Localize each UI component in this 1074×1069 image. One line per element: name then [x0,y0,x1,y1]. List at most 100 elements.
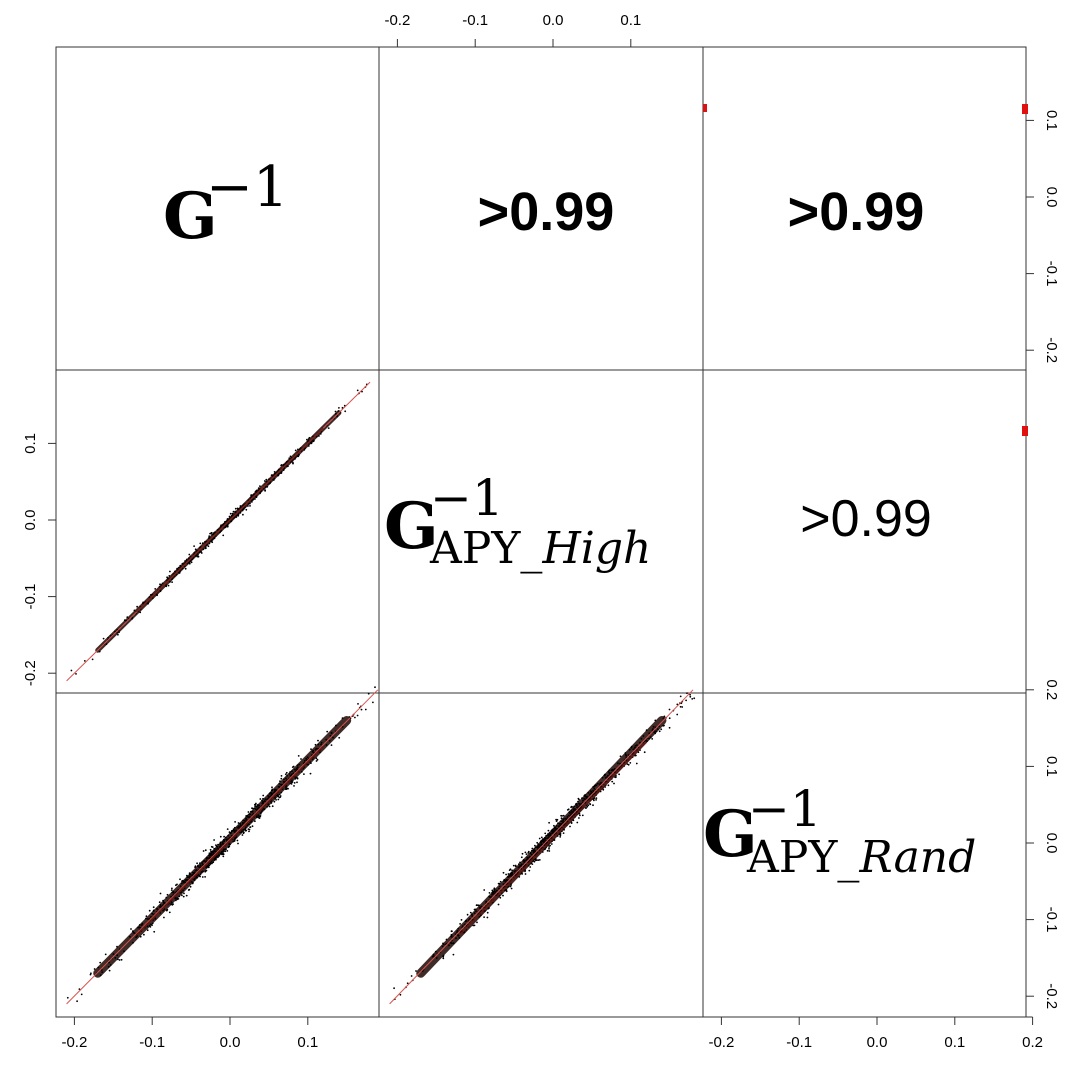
scatter-point [573,805,576,808]
scatter-point [211,533,214,536]
scatter-point [514,870,517,872]
scatter-point [544,832,547,835]
scatter-point [530,853,533,856]
scatter-point [619,755,622,758]
scatter-point [618,773,620,776]
scatter-point [233,838,236,841]
scatter-point [498,887,500,890]
scatter-point [630,745,633,748]
scatter-point [316,758,319,761]
scatter-point [255,495,258,498]
scatter-point [576,806,578,808]
scatter-point [199,873,202,876]
scatter-point [272,479,275,481]
scatter-point [581,814,584,817]
scatter-point [656,728,659,730]
scatter-point [228,831,231,833]
scatter-point [83,660,86,662]
scatter-point [156,594,159,597]
scatter-point [589,793,591,796]
scatter-point [310,442,313,445]
scatter-point [268,482,271,485]
scatter-point [293,768,296,771]
scatter-point [297,455,300,458]
scatter-point [559,834,562,837]
scatter-point [278,793,281,796]
scatter-point [226,828,229,830]
scatter-point [594,784,597,786]
scatter-point [277,786,280,788]
scatter-point [148,924,151,927]
scatter-point [266,485,269,488]
scatter-point [504,889,507,891]
scatter-point [526,856,529,859]
scatter-point [527,852,530,854]
scatter-point [538,837,541,840]
scatter-point [224,850,227,853]
scatter-point [550,843,553,845]
scatter-point [153,930,156,933]
scatter-point [210,852,213,854]
scatter-point [245,826,247,828]
scatter-point [118,631,120,633]
scatter-point [479,914,482,917]
scatter-point [372,701,374,704]
scatter-core [135,427,325,613]
scatter-point [642,735,645,737]
scatter-point [511,869,513,872]
scatter-point [259,798,262,800]
scatter-point [337,410,340,412]
scatter-point [179,878,181,881]
scatter-point [171,887,173,890]
scatter-point [212,852,215,854]
scatter-point [188,562,191,565]
scatter-point [318,435,320,437]
scatter-point [259,485,261,487]
scatter-point [537,859,540,861]
scatter-point [320,741,323,744]
scatter-point [167,584,170,587]
scatter-point [604,786,606,788]
scatter-point [354,716,356,719]
scatter-point [159,906,162,909]
scatter-point [257,487,260,489]
axis-bottom-left-tick-label: -0.1 [139,1034,165,1051]
scatter-point [595,797,598,799]
scatter-point [223,835,226,838]
scatter-point [185,894,188,897]
scatter-point [584,795,587,798]
scatter-point [317,739,319,742]
scatter-point [635,762,638,765]
diag-label-2-base: G [703,797,758,872]
scatter-point [556,835,559,837]
axis-left-middle-tick-label: 0.0 [22,510,39,531]
scatter-point [297,755,300,757]
scatter-point [292,772,295,775]
scatter-point [456,929,459,932]
scatter-point [160,584,163,586]
scatter-point [654,719,657,722]
red-marker-1 [1022,104,1028,114]
scatter-point [645,729,648,732]
scatter-point [289,771,291,773]
scatter-point [634,754,637,757]
scatter-point [265,798,268,801]
scatter-point [557,825,560,827]
scatter-point [457,934,460,937]
scatter-point [254,803,257,806]
scatter-point [262,797,264,800]
scatter-point [583,794,586,797]
scatter-point [573,808,575,810]
scatter-point [494,890,497,893]
scatter-point [649,736,652,738]
scatter-point [492,893,494,895]
scatter-point [162,909,165,912]
scatter-point [305,757,307,760]
scatter-point [132,931,135,934]
scatter-point [215,858,217,861]
scatter-point [458,937,461,939]
scatter-point [548,847,550,850]
axis-left-middle: 0.1 0.0 -0.1 -0.2 [22,433,57,686]
scatter-point [250,494,253,497]
